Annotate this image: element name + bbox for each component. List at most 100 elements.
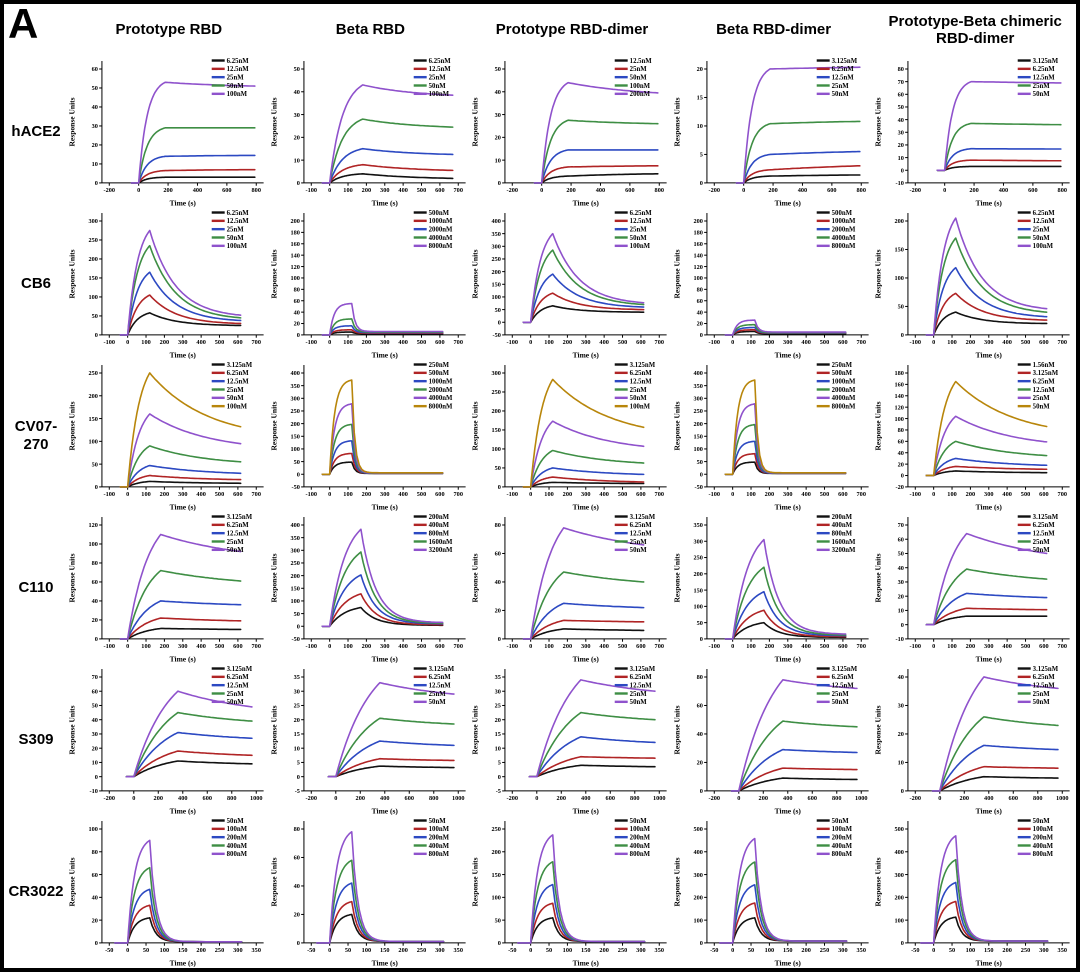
series-100nM (130, 81, 256, 184)
legend-label: 25nM (227, 691, 245, 698)
legend-label: 500nM (831, 210, 852, 217)
svg-text:-50: -50 (105, 947, 113, 954)
svg-text:60: 60 (898, 536, 904, 543)
svg-text:150: 150 (89, 416, 98, 423)
series-25nM (925, 568, 1048, 626)
svg-text:600: 600 (435, 339, 444, 346)
tick-labels: -200 0 200 400 600 800 1000 0 20 40 60 80 (696, 674, 867, 802)
svg-text:150: 150 (492, 281, 501, 288)
sensorgram-plot: -100 0 100 200 300 400 500 600 700 0 10 20 30 40 50 Tim… (270, 58, 466, 207)
svg-text:700: 700 (453, 491, 462, 498)
svg-text:200: 200 (895, 218, 904, 225)
svg-text:300: 300 (178, 643, 187, 650)
curves (931, 676, 1060, 792)
series-100nM (522, 378, 645, 488)
legend-label: 3.125nM (1033, 514, 1059, 521)
series-8000nM (724, 319, 847, 336)
legend-label: 25nM (831, 691, 849, 698)
svg-text:20: 20 (495, 608, 501, 615)
svg-text:0: 0 (95, 940, 98, 947)
svg-text:30: 30 (495, 688, 501, 695)
svg-text:100: 100 (343, 339, 352, 346)
series-200nM (724, 621, 847, 640)
svg-text:800: 800 (252, 187, 261, 194)
svg-text:200: 200 (600, 947, 609, 954)
sensorgram-plot: -100 0 100 200 300 400 500 600 700 0 20 40 60 80 100 12… (68, 514, 264, 663)
axes (300, 517, 466, 642)
svg-text:20: 20 (293, 321, 299, 328)
curves (718, 837, 848, 944)
svg-text:400: 400 (999, 187, 1008, 194)
series-12.5nM (125, 731, 253, 778)
svg-text:0: 0 (901, 332, 904, 339)
svg-text:200: 200 (89, 393, 98, 400)
svg-text:400: 400 (380, 795, 389, 802)
y-axis-label: Response Units (270, 857, 278, 906)
svg-text:-100: -100 (910, 339, 922, 346)
svg-text:60: 60 (293, 855, 299, 862)
svg-text:200: 200 (160, 339, 169, 346)
legend-label: 12.5nM (630, 682, 653, 689)
legend-label: 400nM (428, 522, 449, 529)
series-3.125nM (931, 775, 1060, 792)
legend-label: 2000nM (831, 387, 855, 394)
axes (905, 61, 1071, 186)
svg-text:60: 60 (898, 92, 904, 99)
svg-text:700: 700 (453, 187, 462, 194)
svg-text:50: 50 (293, 611, 299, 618)
svg-text:700: 700 (1058, 491, 1067, 498)
series-25nM (925, 266, 1048, 336)
curves (925, 217, 1048, 336)
svg-text:250: 250 (290, 408, 299, 415)
svg-text:80: 80 (92, 849, 98, 856)
series-200nM (533, 81, 659, 184)
chart-c110-beta-rbd-dimer: -100 0 100 200 300 400 500 600 700 0 50 100 150 200 25… (673, 512, 875, 664)
svg-text:500: 500 (618, 339, 627, 346)
curves (724, 319, 847, 336)
svg-text:200: 200 (290, 573, 299, 580)
curves (321, 528, 444, 628)
legend-label: 12.5nM (1033, 682, 1056, 689)
svg-text:0: 0 (126, 339, 129, 346)
series-800nM (321, 574, 444, 628)
svg-text:500: 500 (1021, 339, 1030, 346)
svg-text:200: 200 (693, 421, 702, 428)
chart-cv07-270-prototype-rbd-dimer: -100 0 100 200 300 400 500 600 700 0 50 100 150 200 25… (471, 360, 673, 512)
svg-text:200: 200 (960, 795, 969, 802)
svg-text:20: 20 (898, 142, 904, 149)
svg-text:200: 200 (801, 947, 810, 954)
legend-label: 50nM (227, 83, 245, 90)
svg-text:500: 500 (215, 643, 224, 650)
series-50nM (119, 244, 242, 336)
svg-text:800: 800 (832, 795, 841, 802)
legend-label: 8000nM (831, 403, 855, 410)
svg-text:600: 600 (636, 339, 645, 346)
legend-label: 200nM (1033, 834, 1054, 841)
legend-label: 50nM (1033, 403, 1051, 410)
tick-labels: -200 0 200 400 600 800 -10 0 10 20 30 40 50 60 70 80 (896, 66, 1067, 194)
svg-text:300: 300 (89, 218, 98, 225)
svg-text:40: 40 (495, 579, 501, 586)
axes (703, 821, 869, 946)
legend-label: 500nM (428, 210, 449, 217)
x-axis-label: Time (s) (170, 654, 197, 663)
svg-text:100: 100 (492, 294, 501, 301)
svg-text:300: 300 (380, 643, 389, 650)
svg-text:400: 400 (895, 849, 904, 856)
series-12.5nM (327, 740, 455, 778)
legend-label: 500nM (428, 370, 449, 377)
svg-text:300: 300 (380, 187, 389, 194)
series-12.5nM (321, 163, 454, 184)
svg-text:300: 300 (693, 538, 702, 545)
legend-label: 12.5nM (227, 378, 250, 385)
row-label-hace2: hACE2 (11, 123, 61, 140)
svg-text:0: 0 (132, 795, 135, 802)
sensorgram-plot: -100 0 100 200 300 400 500 600 700 0 20 40 60 80 Time … (471, 514, 667, 663)
legend-label: 25nM (630, 387, 648, 394)
sensorgram-plot: -50 0 50 100 150 200 250 300 350 0 100 200 300 400 500… (673, 818, 869, 967)
axes (905, 365, 1071, 490)
legend-label: 6.25nM (630, 674, 653, 681)
